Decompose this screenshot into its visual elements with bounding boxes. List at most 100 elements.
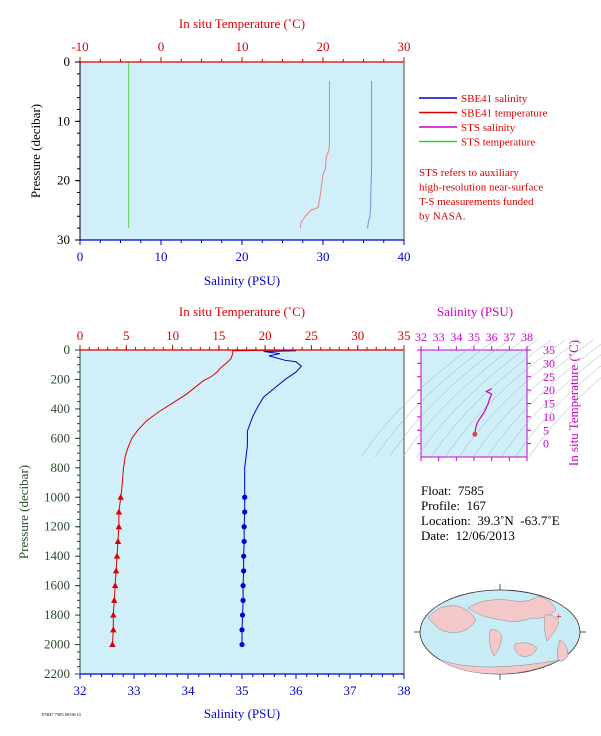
top-pressure-axis-label: Pressure (decibar) bbox=[28, 104, 43, 198]
profile-salinity-axis-label: Salinity (PSU) bbox=[204, 706, 280, 721]
density-contour bbox=[360, 339, 482, 458]
salinity-sample-marker bbox=[239, 612, 246, 618]
salinity-sample-marker bbox=[239, 641, 245, 648]
salinity-sample-marker bbox=[240, 597, 246, 603]
density-contour bbox=[458, 339, 580, 458]
profile-temperature-tick-label: 35 bbox=[398, 328, 411, 343]
ts-salinity-tick-label: 32 bbox=[415, 330, 427, 344]
density-contour bbox=[500, 354, 601, 458]
top-salinity-tick-label: 40 bbox=[398, 249, 411, 264]
profile-pressure-tick-label: 1200 bbox=[44, 519, 70, 534]
ts-curve bbox=[474, 388, 493, 435]
ts-temperature-tick-label: 20 bbox=[543, 383, 555, 397]
top-legend: SBE41 salinity SBE41 temperature STS salin… bbox=[419, 93, 548, 149]
profile-pressure-tick-label: 400 bbox=[51, 401, 71, 416]
salinity-sample-marker bbox=[241, 568, 247, 574]
temperature-sample-marker bbox=[115, 523, 123, 530]
profile-pressure-tick-label: 800 bbox=[51, 460, 71, 475]
density-contour bbox=[402, 339, 524, 458]
top-temperature-tick-label: -10 bbox=[71, 39, 88, 54]
top-salinity-tick-label: 10 bbox=[155, 249, 168, 264]
profile-pressure-tick-label: 600 bbox=[51, 430, 71, 445]
ts-temperature-axis-label: In situ Temperature (˚C) bbox=[566, 340, 581, 466]
ts-temperature-tick-label: 5 bbox=[543, 423, 549, 437]
ts-salinity-tick-label: 36 bbox=[486, 330, 498, 344]
float-position-marker: + bbox=[556, 612, 562, 623]
profile-temperature-tick-label: 20 bbox=[259, 328, 272, 343]
temperature-sample-marker bbox=[114, 537, 122, 544]
top-temperature-tick-label: 0 bbox=[158, 39, 165, 54]
ts-salinity-tick-label: 33 bbox=[433, 330, 445, 344]
ts-deep-marker bbox=[472, 431, 478, 437]
density-contour bbox=[514, 365, 601, 458]
density-contour bbox=[444, 339, 566, 458]
salinity-sample-marker bbox=[241, 553, 247, 559]
world-map: + bbox=[414, 584, 586, 680]
ts-temperature-tick-label: 35 bbox=[543, 343, 555, 357]
ts-temperature-tick-label: 0 bbox=[543, 437, 549, 451]
temperature-sample-marker bbox=[117, 493, 124, 500]
legend-label: SBE41 temperature bbox=[461, 108, 548, 120]
salinity-sample-marker bbox=[239, 627, 245, 633]
map-landmass bbox=[557, 639, 569, 662]
profile-temperature-tick-label: 5 bbox=[123, 328, 130, 343]
ts-temperature-tick-label: 30 bbox=[543, 356, 555, 370]
map-landmass bbox=[489, 629, 503, 657]
top-pressure-tick-label: 30 bbox=[57, 232, 70, 247]
temperature-sample-marker bbox=[111, 582, 119, 589]
density-contour bbox=[388, 339, 510, 458]
top-salinity-axis-label: Salinity (PSU) bbox=[204, 273, 280, 288]
sts-note-line: by NASA. bbox=[419, 211, 466, 223]
map-landmass bbox=[544, 614, 560, 642]
top-pressure-tick-label: 20 bbox=[57, 173, 70, 188]
profile-date: Date: 12/06/2013 bbox=[421, 528, 515, 543]
profile-temperature-tick-label: 10 bbox=[166, 328, 179, 343]
temperature-sample-marker bbox=[110, 611, 117, 618]
profile-pressure-tick-label: 0 bbox=[64, 342, 71, 357]
salinity-sample-marker bbox=[241, 538, 247, 545]
top-pressure-tick-label: 0 bbox=[64, 54, 71, 69]
footer-code: F5847 7585 09/06/14 bbox=[42, 712, 82, 717]
map-landmass bbox=[467, 595, 557, 622]
profile-salinity-tick-label: 37 bbox=[344, 683, 358, 698]
ts-salinity-tick-label: 35 bbox=[468, 330, 480, 344]
density-contour bbox=[472, 339, 594, 458]
legend-label: SBE41 salinity bbox=[461, 93, 528, 105]
temperature-sample-marker bbox=[109, 641, 116, 648]
temperature-sample-marker bbox=[112, 567, 120, 574]
salinity-sample-marker bbox=[242, 494, 248, 500]
top-series-line bbox=[299, 80, 330, 229]
density-contour bbox=[430, 339, 552, 458]
profile-pressure-tick-label: 1600 bbox=[44, 578, 70, 593]
salinity-sample-marker bbox=[242, 509, 248, 515]
ts-salinity-axis-label: Salinity (PSU) bbox=[437, 304, 513, 319]
profile-pressure-tick-label: 200 bbox=[51, 371, 71, 386]
top-series-line bbox=[367, 80, 373, 229]
ts-temperature-tick-label: 25 bbox=[543, 370, 555, 384]
profile-salinity-tick-label: 34 bbox=[182, 683, 196, 698]
top-salinity-tick-label: 20 bbox=[236, 249, 249, 264]
legend-label: STS salinity bbox=[461, 122, 516, 134]
top-temperature-tick-label: 30 bbox=[398, 39, 411, 54]
profile-salinity-tick-label: 36 bbox=[290, 683, 304, 698]
top-salinity-tick-label: 0 bbox=[77, 249, 84, 264]
profile-chart: 0 5 10 15 20 25 30 35 32 33 34 35 36 37 38 0 200 400 600 80… bbox=[16, 304, 411, 721]
top-plot-area bbox=[79, 61, 405, 241]
density-contour bbox=[416, 339, 538, 458]
legend-label: STS temperature bbox=[461, 137, 535, 149]
profile-pressure-tick-label: 1800 bbox=[44, 607, 70, 622]
top-salinity-tick-label: 30 bbox=[317, 249, 330, 264]
top-temperature-tick-label: 10 bbox=[236, 39, 249, 54]
ts-temperature-tick-label: 10 bbox=[543, 410, 555, 424]
map-landmass bbox=[439, 659, 561, 675]
profile-salinity-tick-label: 38 bbox=[398, 683, 411, 698]
profile-temperature-tick-label: 0 bbox=[77, 328, 84, 343]
top-pressure-tick-label: 10 bbox=[57, 113, 70, 128]
map-landmass bbox=[427, 605, 477, 633]
profile-temperature-tick-label: 25 bbox=[305, 328, 318, 343]
map-landmass bbox=[514, 642, 538, 657]
profile-pressure-axis-label: Pressure (decibar) bbox=[16, 465, 31, 559]
